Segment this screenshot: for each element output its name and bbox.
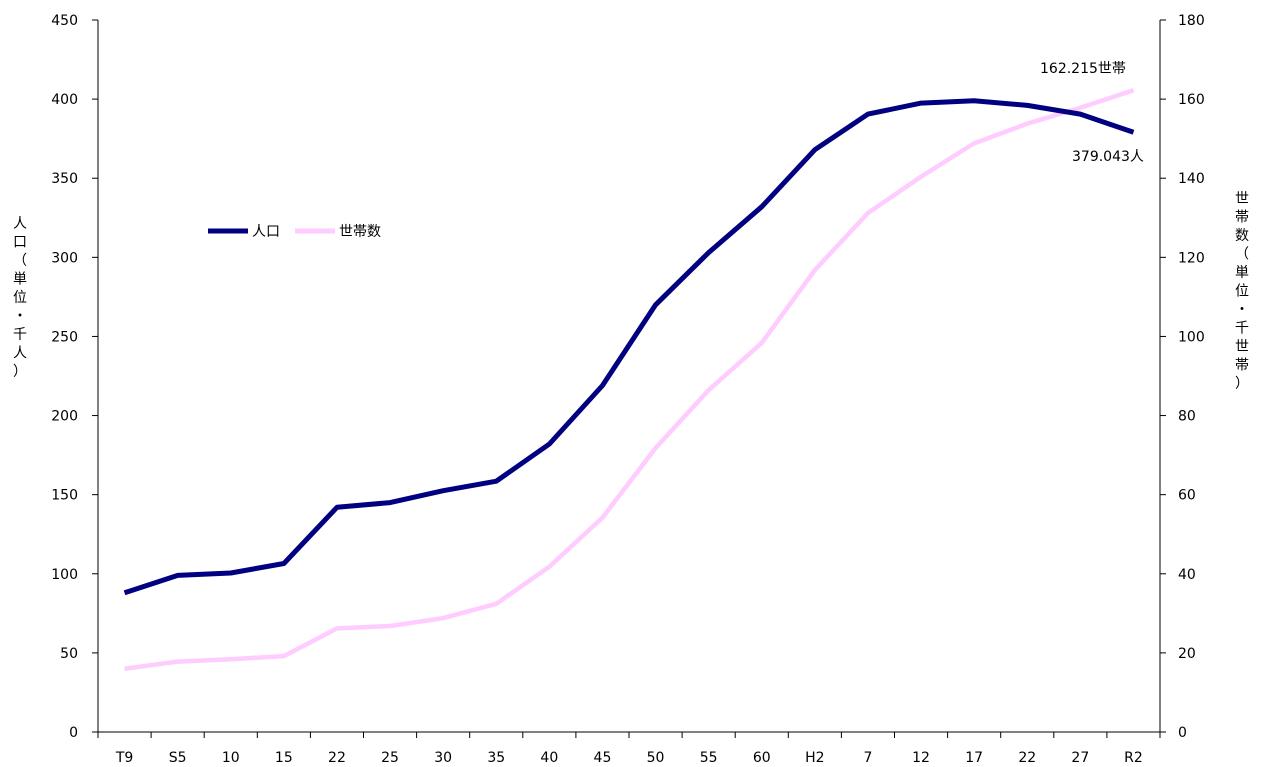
right-y-tick-label: 140 — [1178, 171, 1205, 187]
right-y-tick-label: 160 — [1178, 92, 1205, 108]
legend-label-households: 世帯数 — [339, 224, 381, 240]
right-y-tick-label: 120 — [1178, 250, 1205, 266]
x-tick-label: 30 — [434, 750, 452, 766]
right-y-tick-label: 180 — [1178, 13, 1205, 29]
right-y-tick-label: 0 — [1178, 725, 1187, 741]
left-y-tick-label: 250 — [51, 329, 78, 345]
left-y-tick-label: 150 — [51, 488, 78, 504]
legend-label-population: 人口 — [252, 224, 280, 240]
x-tick-label: 27 — [1071, 750, 1089, 766]
annotation-population-end: 379.043人 — [1072, 149, 1144, 165]
left-y-tick-label: 50 — [60, 646, 78, 662]
x-tick-label: 50 — [647, 750, 665, 766]
x-tick-label: 22 — [1018, 750, 1036, 766]
legend: 人口 世帯数 — [208, 224, 381, 240]
left-y-tick-label: 350 — [51, 171, 78, 187]
x-tick-label: R2 — [1124, 750, 1143, 766]
left-axis-title-text: 人口（単位・千人） — [13, 216, 27, 380]
series-line-population — [123, 98, 1135, 596]
x-tick-label: 10 — [222, 750, 240, 766]
right-axis-title: 世帯数（単位・千世帯） — [1235, 191, 1249, 392]
left-y-ticks: 0 50 100 150 200 250 300 350 400 450 — [51, 13, 98, 741]
x-tick-label: 45 — [594, 750, 612, 766]
right-y-ticks: 0 20 40 60 80 100 120 140 160 180 — [1160, 13, 1205, 741]
right-y-tick-label: 40 — [1178, 567, 1196, 583]
left-y-tick-label: 400 — [51, 92, 78, 108]
series-line-households — [124, 88, 1135, 671]
right-axis-title-text: 世帯数（単位・千世帯） — [1235, 191, 1249, 392]
x-tick-label: 15 — [275, 750, 293, 766]
x-tick-label: T9 — [115, 750, 133, 766]
left-y-tick-label: 450 — [51, 13, 78, 29]
left-y-tick-label: 300 — [51, 250, 78, 266]
right-y-tick-label: 20 — [1178, 646, 1196, 662]
right-y-tick-label: 60 — [1178, 488, 1196, 504]
x-tick-label: 35 — [487, 750, 505, 766]
left-y-tick-label: 0 — [69, 725, 78, 741]
x-tick-label: 40 — [540, 750, 558, 766]
series-layer — [123, 88, 1135, 671]
left-y-tick-label: 200 — [51, 409, 78, 425]
x-tick-label: 60 — [753, 750, 771, 766]
left-axis-title: 人口（単位・千人） — [13, 216, 27, 380]
x-tick-label: 55 — [700, 750, 718, 766]
right-y-tick-label: 100 — [1178, 329, 1205, 345]
x-tick-label: 22 — [328, 750, 346, 766]
left-y-tick-label: 100 — [51, 567, 78, 583]
x-tick-label: 25 — [381, 750, 399, 766]
annotation-households-end: 162.215世帯 — [1040, 61, 1126, 77]
right-y-tick-label: 80 — [1178, 409, 1196, 425]
x-tick-label: 17 — [965, 750, 983, 766]
x-tick-label: 12 — [912, 750, 930, 766]
x-ticks: T9 S5 10 15 22 25 30 35 40 45 50 55 60 H2 7 12 17 22 27 R2 — [97, 732, 1161, 766]
x-tick-label: H2 — [805, 750, 824, 766]
x-tick-label: S5 — [169, 750, 187, 766]
x-tick-label: 7 — [863, 750, 872, 766]
